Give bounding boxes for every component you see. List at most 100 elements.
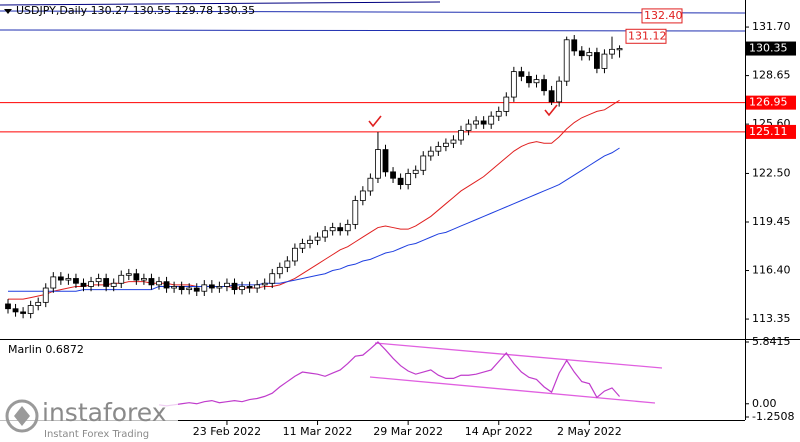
trend-label-box — [625, 28, 667, 44]
candle-body — [231, 282, 238, 291]
candle-body — [480, 120, 487, 125]
check-mark — [544, 104, 558, 117]
candle-body — [208, 284, 215, 289]
watermark: instaforex Instant Forex Trading — [0, 396, 178, 442]
candle-body — [450, 139, 457, 144]
y-tick-label: 113.35 — [752, 312, 791, 325]
candle-body — [110, 282, 117, 287]
candle-body — [442, 142, 449, 147]
candle-body — [397, 177, 404, 185]
candle-body — [50, 276, 57, 289]
x-tick-label: 11 Mar 2022 — [283, 425, 353, 438]
x-tick-label: 23 Feb 2022 — [193, 425, 261, 438]
trendline — [0, 10, 746, 14]
candle-body — [518, 71, 525, 77]
candle-body — [314, 236, 321, 241]
y-tick-label: 5.8415 — [752, 335, 791, 348]
candle-body — [125, 273, 132, 276]
candle-body — [405, 173, 412, 185]
candle-body — [352, 200, 359, 225]
candle-body — [329, 227, 336, 232]
candle-body — [246, 286, 253, 289]
candle-body — [171, 286, 178, 289]
candle-body — [42, 287, 49, 303]
candle-body — [510, 71, 517, 98]
candle-body — [473, 120, 480, 125]
candle-body — [382, 149, 389, 173]
candle-body — [178, 286, 185, 291]
candle-body — [495, 110, 502, 117]
candle-body — [193, 287, 200, 292]
moving-average — [8, 147, 620, 292]
logo-icon — [5, 399, 39, 433]
candle-body — [57, 276, 64, 281]
candle-body — [276, 266, 283, 275]
x-tick-label: 2 May 2022 — [557, 425, 622, 438]
candle-body — [261, 282, 268, 286]
y-tick-label: 116.40 — [752, 264, 791, 277]
tagline: Instant Forex Trading — [44, 429, 149, 440]
candle-body — [533, 79, 540, 84]
candle-body — [458, 130, 464, 141]
trend-label: 131.12 — [628, 29, 667, 42]
candle-body — [80, 282, 87, 287]
candle-body — [284, 260, 291, 268]
candle-body — [503, 96, 510, 112]
y-tick-label: 128.65 — [752, 69, 791, 82]
candle-body — [609, 48, 615, 55]
candle-body — [344, 223, 351, 232]
candle-body — [73, 278, 79, 284]
candle-body — [390, 171, 396, 179]
y-tick-label: 122.50 — [752, 166, 791, 179]
marks: 131.70128.65125.60122.50119.45116.40113.… — [0, 8, 796, 438]
candle-body — [337, 227, 344, 232]
candle-body — [601, 53, 608, 69]
price-label: 130.35 — [749, 42, 788, 55]
candle-body — [103, 278, 110, 287]
candle-body — [541, 79, 547, 92]
candle-body — [291, 247, 298, 262]
level-label-bg — [746, 95, 796, 110]
candle-body — [299, 243, 306, 249]
candle-body — [586, 52, 593, 57]
candle-body — [224, 282, 230, 287]
candle-body — [571, 39, 578, 52]
candle-body — [322, 230, 329, 238]
brand: instaforex — [42, 398, 167, 427]
candle-body — [216, 286, 223, 289]
candle-body — [27, 305, 34, 314]
candle-body — [148, 278, 155, 286]
candle-body — [254, 284, 261, 289]
candle-body — [239, 286, 245, 291]
y-tick-label: -1.2508 — [752, 410, 794, 423]
candle-body — [5, 303, 11, 310]
indicator-title: Marlin 0.6872 — [8, 343, 84, 356]
channel-line — [369, 376, 656, 404]
candle-body — [488, 115, 495, 125]
candle-body — [578, 50, 585, 57]
candle-body — [156, 281, 162, 286]
trend-label-box — [641, 8, 683, 24]
candle-body — [556, 80, 563, 103]
trendline — [0, 29, 746, 32]
candle-body — [133, 273, 140, 281]
candle-body — [616, 48, 623, 51]
candle-body — [12, 308, 19, 313]
level-label: 125.11 — [749, 125, 788, 138]
price-label-bg — [746, 41, 796, 56]
candle-body — [594, 52, 600, 69]
channel-line — [374, 342, 663, 369]
candle-body — [118, 274, 125, 284]
trend-label: 132.40 — [644, 9, 683, 22]
logo-icon — [14, 406, 30, 426]
candle-body — [367, 177, 374, 192]
candle-body — [269, 273, 276, 284]
trendline — [0, 1, 441, 6]
moving-average — [8, 99, 620, 300]
candle-body — [359, 190, 366, 201]
candle-body — [65, 278, 72, 281]
candle-body — [186, 287, 193, 291]
x-tick-label: 14 Apr 2022 — [465, 425, 533, 438]
